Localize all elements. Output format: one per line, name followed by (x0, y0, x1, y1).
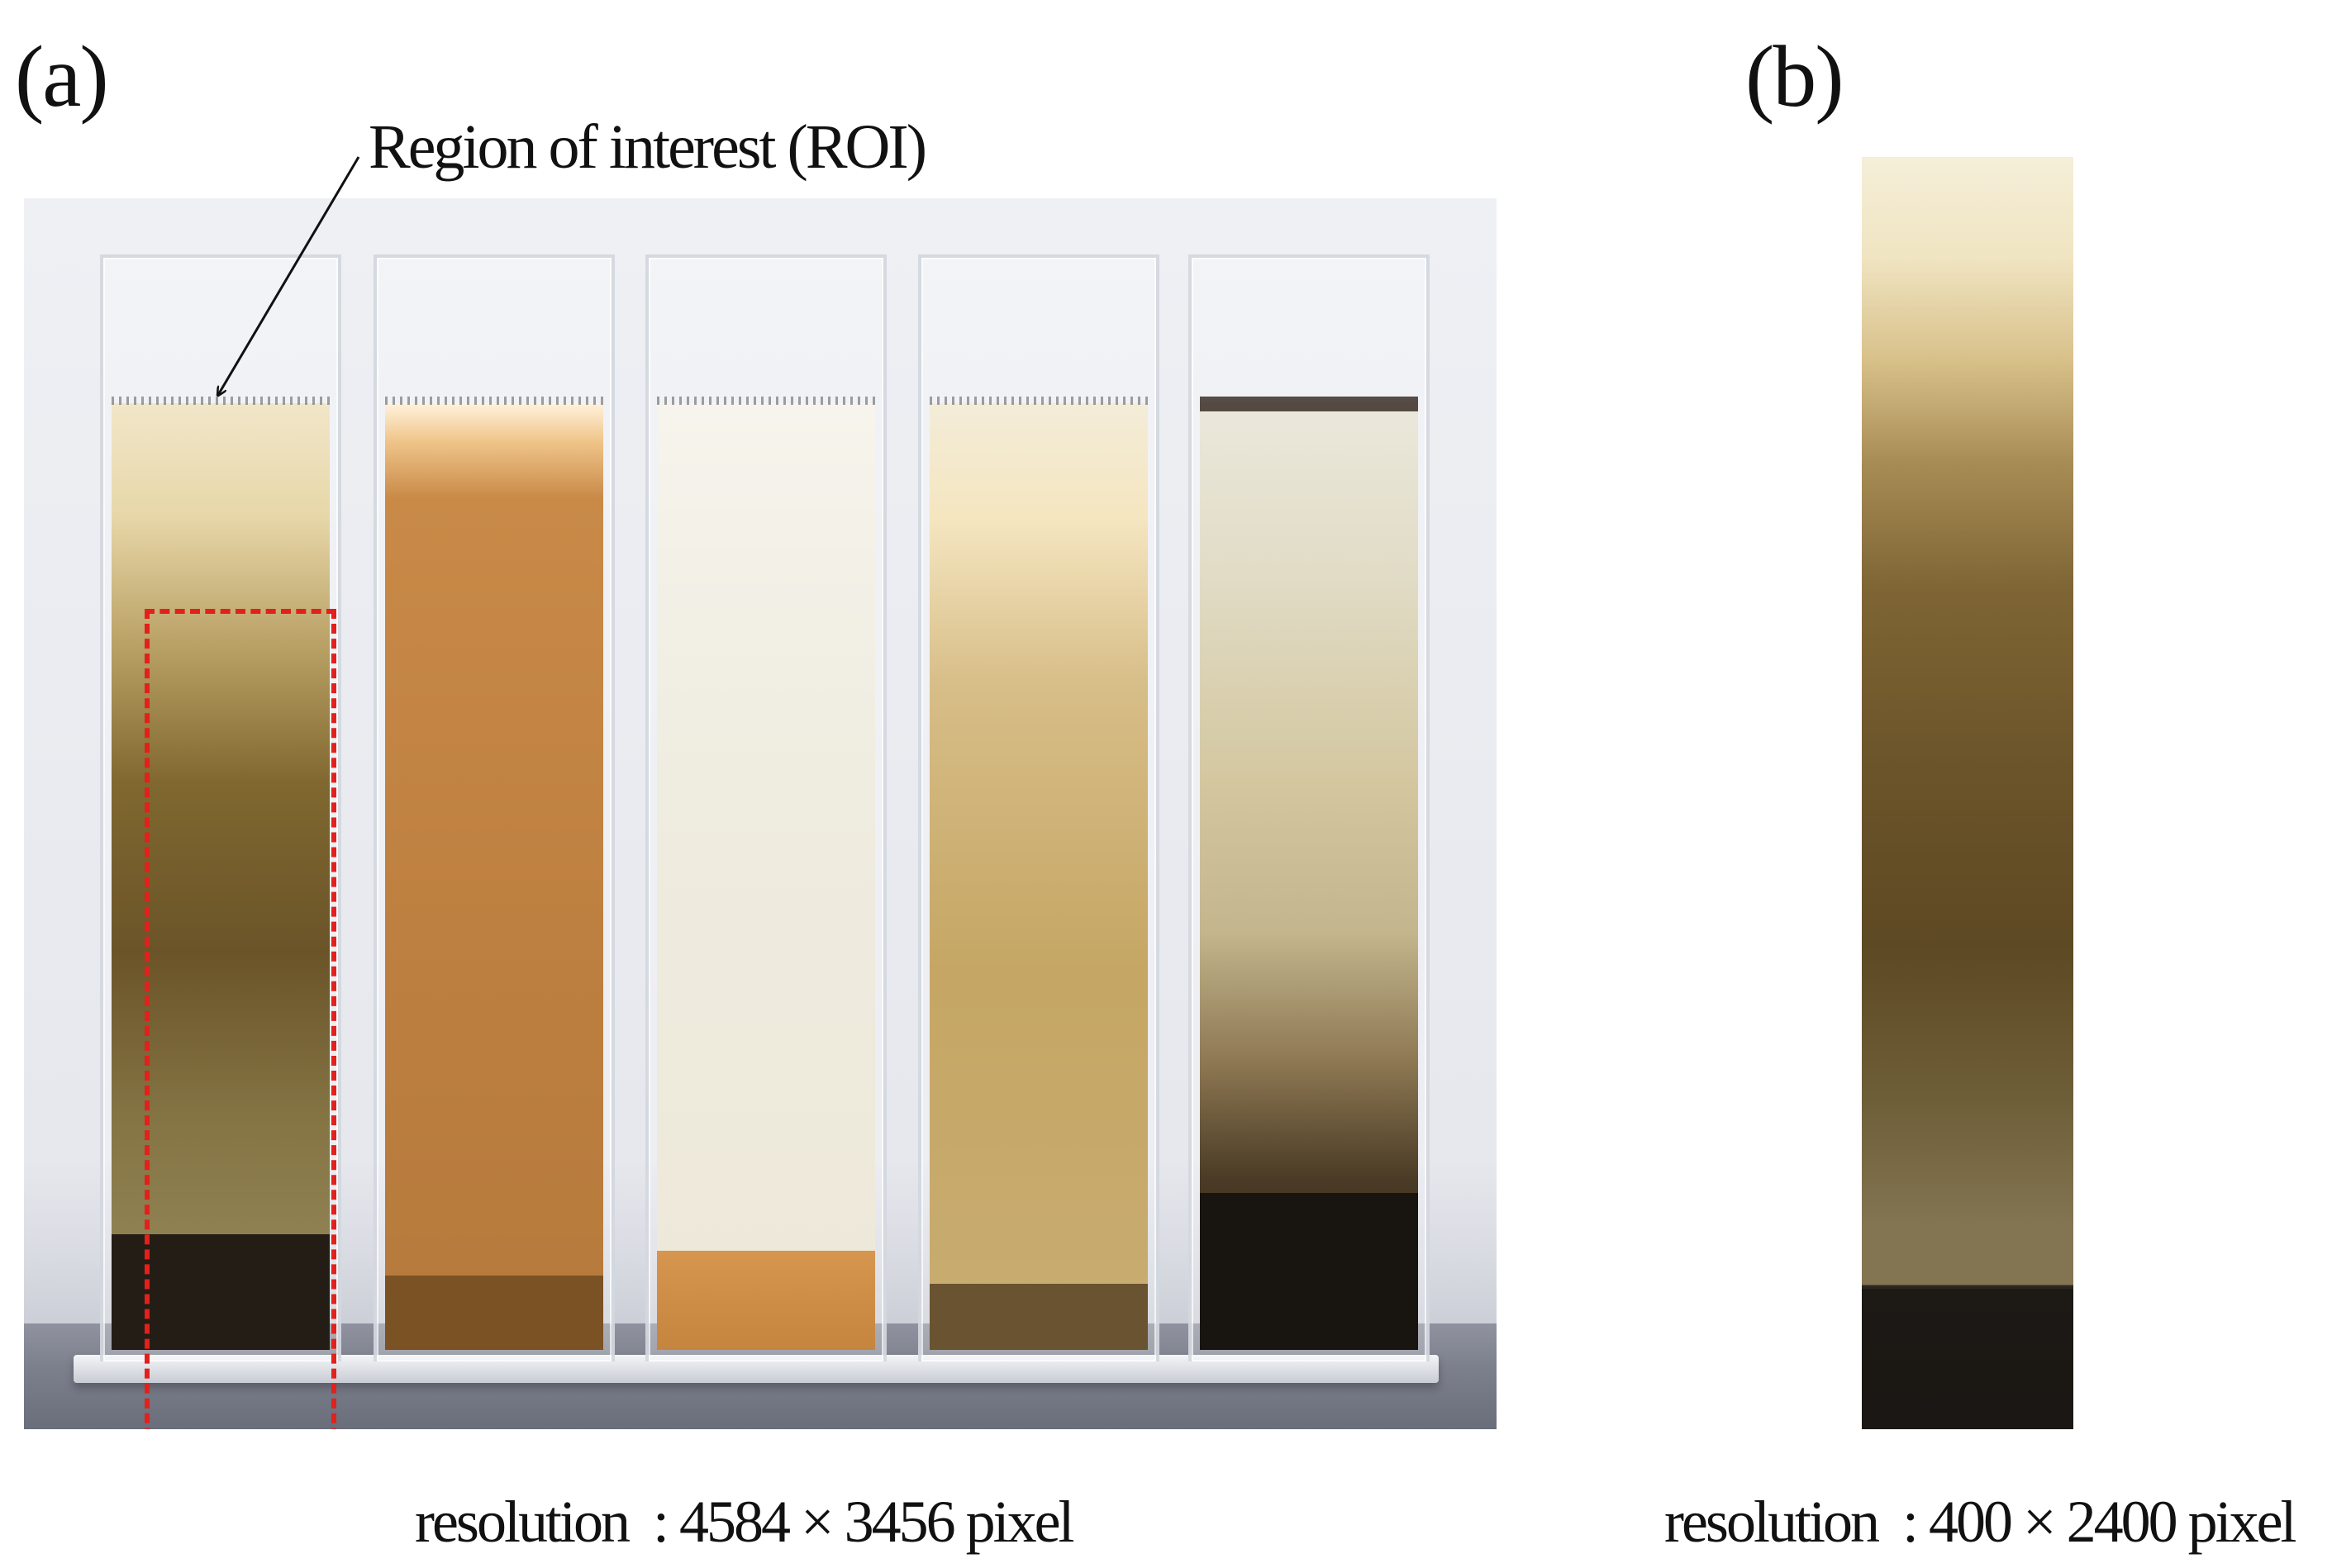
column-5 (1188, 254, 1430, 1361)
column-suspension (657, 403, 875, 1350)
photo-plinth (74, 1355, 1439, 1383)
column-3 (645, 254, 887, 1361)
column-2 (374, 254, 615, 1361)
resolution-b-caption: resolution : 400 × 2400 pixel (1664, 1489, 2297, 1555)
resolution-a-caption: resolution : 4584 × 3456 pixel (415, 1489, 1075, 1555)
column-suspension (385, 403, 603, 1350)
roi-annotation: Region of interest (ROI) (369, 112, 927, 182)
column-surface (1200, 397, 1418, 411)
column-sediment (385, 1276, 603, 1350)
column-surface (930, 397, 1148, 405)
column-suspension (930, 403, 1148, 1350)
panel-a-label: (a) (15, 28, 109, 125)
roi-dashed-box (145, 609, 336, 1429)
panel-b-label: (b) (1745, 28, 1844, 125)
column-surface (385, 397, 603, 405)
column-sediment (657, 1251, 875, 1350)
column-suspension (1200, 403, 1418, 1350)
column-surface (657, 397, 875, 405)
settling-columns-photo (24, 198, 1497, 1429)
roi-crop-photo (1862, 157, 2073, 1429)
column-sediment (1200, 1193, 1418, 1350)
crop-sediment-boundary (1862, 1285, 2073, 1289)
column-sediment (930, 1284, 1148, 1350)
column-4 (918, 254, 1159, 1361)
column-surface (112, 397, 330, 405)
